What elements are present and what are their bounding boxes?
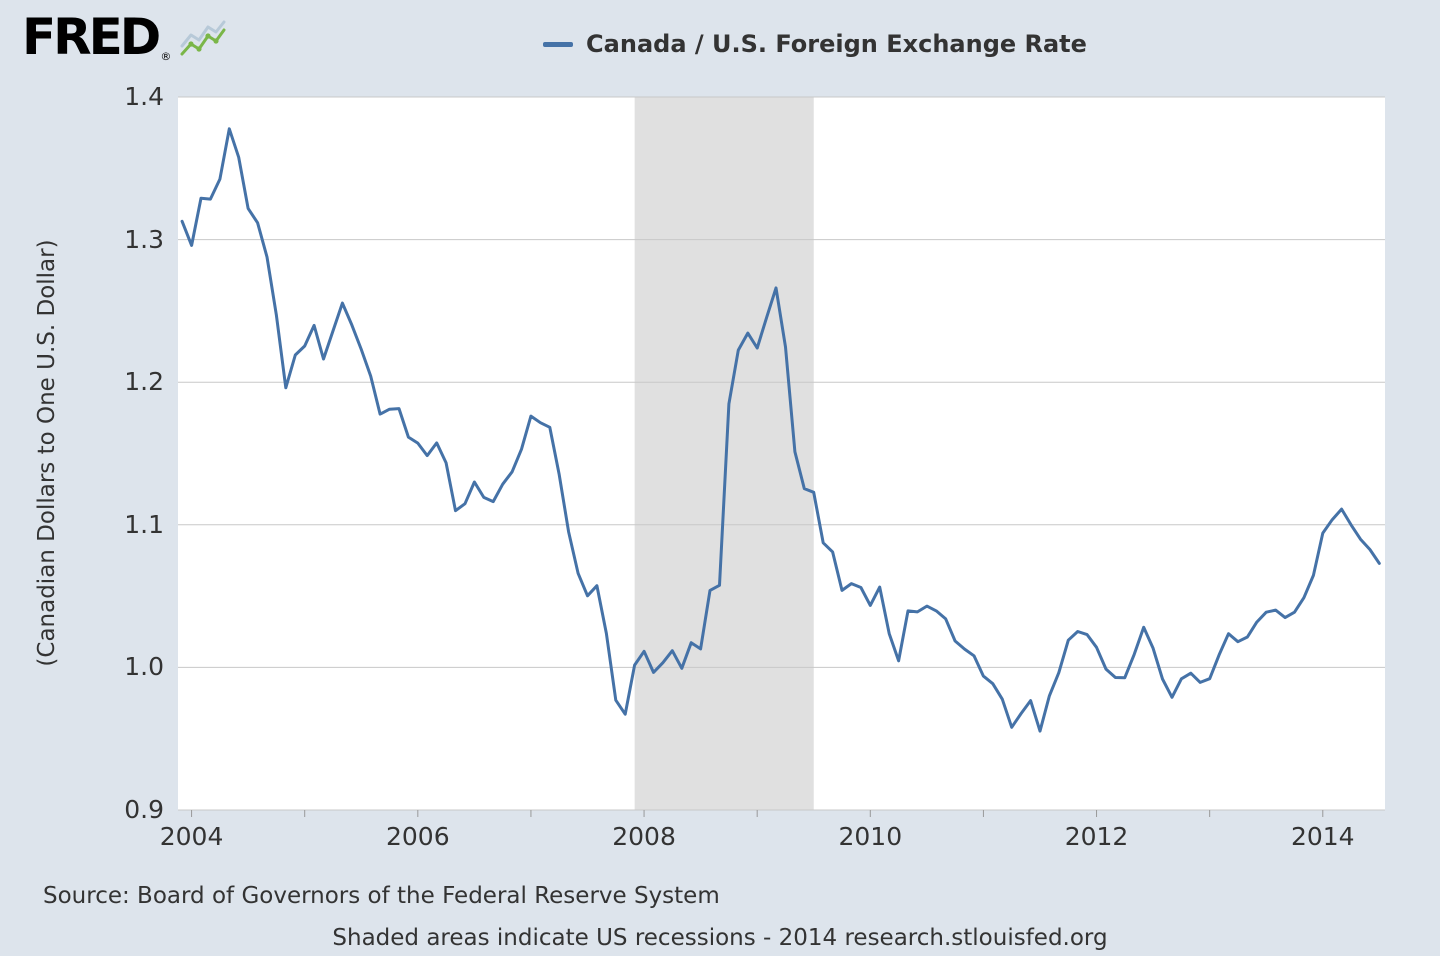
x-tick-label: 2004 [159, 822, 224, 851]
y-tick-label: 1.1 [124, 509, 164, 539]
y-tick-label: 1.2 [124, 367, 164, 397]
x-tick-label: 2006 [386, 822, 450, 851]
y-tick-label: 1.4 [124, 82, 164, 111]
x-tick-label: 2008 [612, 822, 676, 851]
source-note: Source: Board of Governors of the Federa… [43, 883, 720, 909]
y-tick-label: 1.3 [124, 224, 164, 254]
chart-title: Canada / U.S. Foreign Exchange Rate [586, 30, 1087, 58]
fred-logo-text: FRED [22, 8, 161, 66]
x-tick-label: 2012 [1064, 822, 1129, 851]
legend-line-swatch [543, 41, 574, 47]
y-axis-title: (Canadian Dollars to One U.S. Dollar) [34, 239, 60, 667]
y-tick-label: 1.0 [124, 652, 164, 682]
x-tick-label: 2010 [838, 822, 903, 851]
chart-legend: Canada / U.S. Foreign Exchange Rate [0, 30, 1440, 58]
recession-note: Shaded areas indicate US recessions - 20… [332, 925, 1108, 951]
x-tick-label: 2014 [1290, 822, 1355, 851]
registered-trademark: ® [160, 50, 172, 63]
fred-sparkline-icon [179, 18, 227, 64]
y-tick-label: 0.9 [124, 795, 164, 824]
fred-logo: FRED ® [22, 10, 227, 65]
